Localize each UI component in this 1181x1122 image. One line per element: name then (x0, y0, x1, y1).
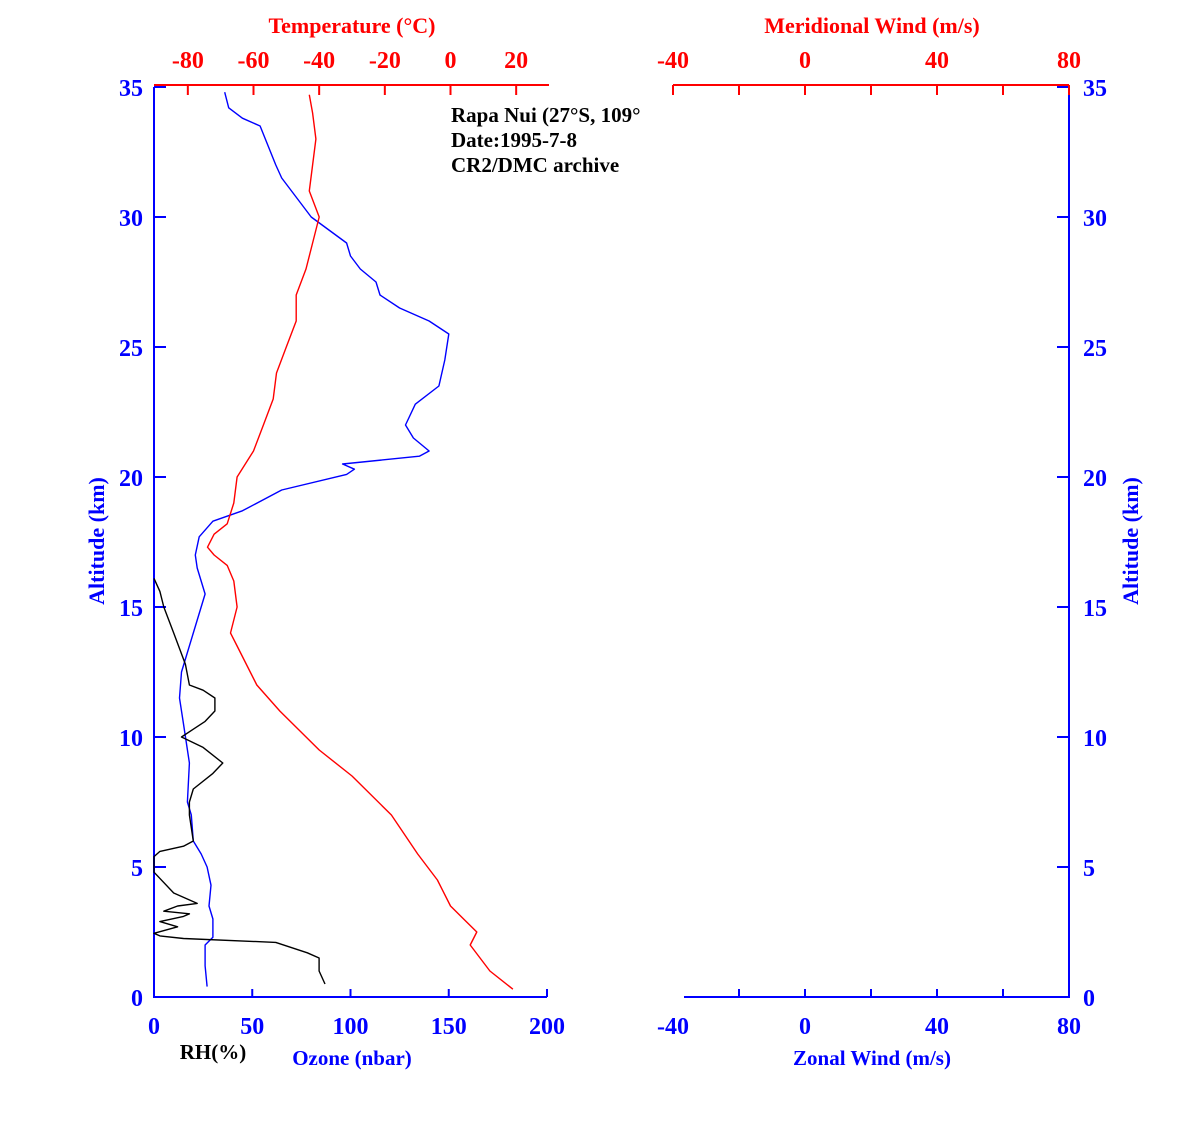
left-altitude-tick-label: 10 (119, 726, 143, 752)
zonal-wind-tick-label: 40 (925, 1014, 949, 1040)
sounding-date: Date:1995-7-8 (451, 128, 577, 152)
right-panel: 0 5 10 15 20 25 30 35 -40 0 40 80 -40 0 40 80 Meridiona… (657, 13, 1143, 1070)
left-altitude-axis-title: Altitude (km) (84, 477, 109, 605)
left-altitude-tick-label: 0 (131, 986, 143, 1012)
zonal-wind-tick-label: -40 (657, 1014, 689, 1040)
meridional-wind-tick-label: 0 (799, 48, 811, 74)
ozone-nbar-profile-line (178, 92, 450, 987)
data-source: CR2/DMC archive (451, 153, 619, 177)
left-altitude-tick-label: 25 (119, 336, 143, 362)
zonal-wind-tick-label: 0 (799, 1014, 811, 1040)
right-altitude-tick-label: 35 (1083, 76, 1107, 102)
left-series (153, 92, 514, 990)
left-altitude-tick-label: 20 (119, 466, 143, 492)
zonal-wind-tick-label: 80 (1057, 1014, 1081, 1040)
ozone-tick-label: 0 (148, 1014, 160, 1040)
ozone-tick-label: 50 (240, 1014, 264, 1040)
station-annotation: Rapa Nui (27°S, 109° Date:1995-7-8 CR2/D… (451, 103, 641, 177)
right-altitude-tick-label: 10 (1083, 726, 1107, 752)
zonal-wind-axis-title: Zonal Wind (m/s) (793, 1046, 951, 1070)
temperature-tick-label: -60 (238, 48, 270, 74)
ozone-tick-label: 100 (333, 1014, 369, 1040)
left-panel: 0 5 10 15 20 25 30 35 0 50 100 150 200 -80 -60 -40 -20 0 2… (84, 13, 565, 1070)
left-altitude-tick-label: 5 (131, 856, 143, 882)
left-altitude-tick-label: 15 (119, 596, 143, 622)
right-axes: 0 5 10 15 20 25 30 35 -40 0 40 80 -40 0 40 80 (657, 48, 1107, 1040)
left-altitude-tick-label: 35 (119, 76, 143, 102)
right-altitude-tick-label: 25 (1083, 336, 1107, 362)
rh-profile-line (153, 578, 326, 985)
right-altitude-tick-label: 15 (1083, 596, 1107, 622)
ozone-tick-label: 150 (431, 1014, 467, 1040)
right-altitude-tick-label: 5 (1083, 856, 1095, 882)
rh-axis-title: RH(%) (180, 1040, 247, 1064)
right-altitude-tick-label: 20 (1083, 466, 1107, 492)
meridional-wind-axis-title: Meridional Wind (m/s) (764, 13, 980, 38)
station-name: Rapa Nui (27°S, 109° (451, 103, 641, 127)
temperature-tick-label: 0 (445, 48, 457, 74)
temperature-tick-label: -20 (369, 48, 401, 74)
temperature-tick-label: 20 (504, 48, 528, 74)
right-altitude-axis-title: Altitude (km) (1118, 477, 1143, 605)
right-altitude-tick-label: 30 (1083, 206, 1107, 232)
ozone-tick-label: 200 (529, 1014, 565, 1040)
meridional-wind-tick-label: 80 (1057, 48, 1081, 74)
temperature-c-profile-line (206, 94, 514, 990)
left-altitude-tick-label: 30 (119, 206, 143, 232)
left-axes: 0 5 10 15 20 25 30 35 0 50 100 150 200 -80 -60 -40 -20 0 2… (119, 48, 565, 1040)
temperature-tick-label: -40 (303, 48, 335, 74)
meridional-wind-tick-label: 40 (925, 48, 949, 74)
ozone-axis-title: Ozone (nbar) (292, 1046, 412, 1070)
temperature-axis-title: Temperature (°C) (268, 13, 435, 38)
meridional-wind-tick-label: -40 (657, 48, 689, 74)
temperature-tick-label: -80 (172, 48, 204, 74)
right-altitude-tick-label: 0 (1083, 986, 1095, 1012)
